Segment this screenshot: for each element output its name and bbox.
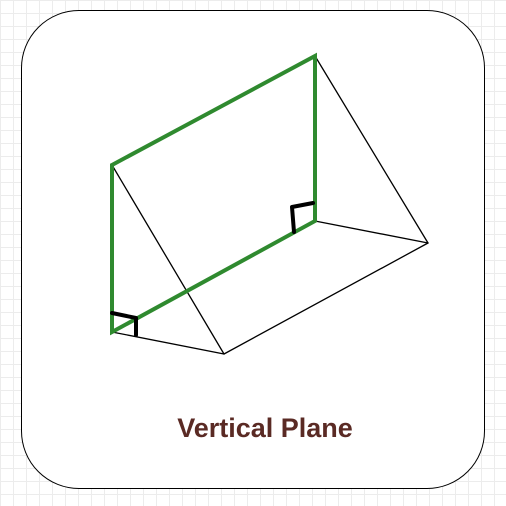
front-slant-edge [111,164,225,355]
prism-edges [111,55,429,355]
back-base-edge [314,220,429,244]
right-angle-marker-back [290,201,315,234]
right-angle-marker-front [110,311,138,337]
back-slant-edge [314,55,429,244]
right-angle-markers [110,201,315,337]
bottom-front-edge [223,242,429,355]
vertical-plane-outline [110,52,317,336]
diagram-caption: Vertical Plane [177,413,353,443]
front-base-edge [111,331,225,355]
